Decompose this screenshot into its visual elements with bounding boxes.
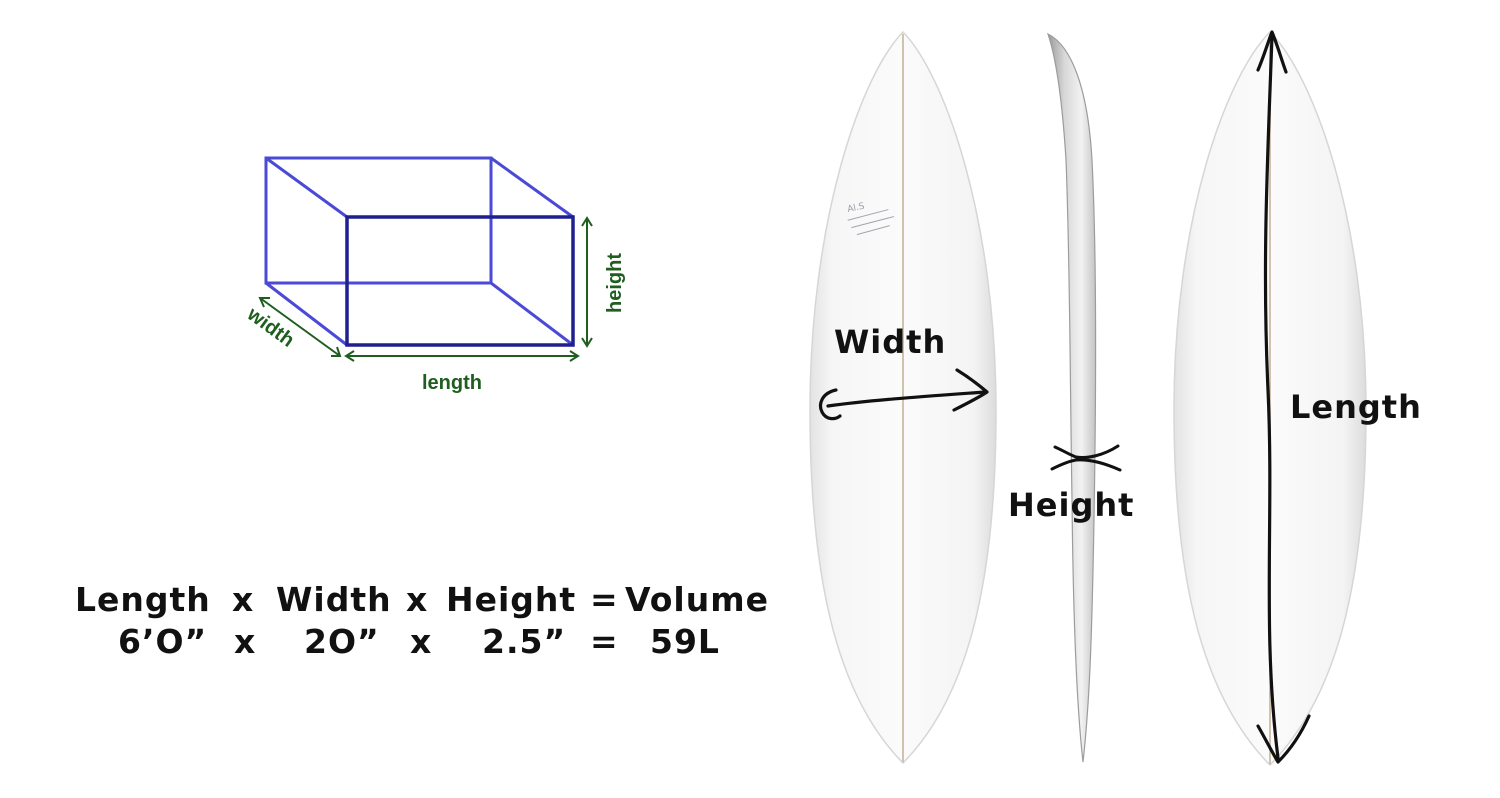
formula-equals: = (590, 580, 619, 619)
board-top-view-length: Length (1173, 30, 1422, 767)
example-height-value: 2.5” (482, 622, 567, 661)
example-volume-value: 59L (650, 622, 720, 661)
example-multiply-2: x (410, 622, 433, 661)
board-width-label: Width (834, 323, 946, 361)
formula-multiply-1: x (232, 580, 255, 619)
formula-term-length: Length (75, 580, 211, 619)
volume-formula: Length x Width x Height = Volume (60, 580, 790, 624)
height-arrow (581, 216, 593, 348)
width-arrow (258, 297, 342, 357)
length-arrow (344, 350, 580, 362)
height-marker-hand (1050, 444, 1122, 472)
board-rail-profile (1046, 32, 1097, 763)
svg-text:Al.S: Al.S (847, 202, 866, 215)
formula-term-width: Width (276, 580, 392, 619)
board-side-view-height: Height (1008, 32, 1134, 763)
formula-term-volume: Volume (625, 580, 769, 619)
formula-multiply-2: x (406, 580, 429, 619)
width-label: width (242, 303, 298, 352)
board-top-view-width: Al.S Width (809, 30, 997, 765)
board-sketch-logo: Al.S (847, 202, 895, 236)
box-front-face (345, 215, 575, 347)
box-back-edges (264, 156, 574, 347)
box-diagram: width height length (242, 156, 626, 394)
length-arrow-hand (1256, 30, 1311, 764)
length-label: length (422, 372, 482, 394)
example-width-value: 2O” (304, 622, 380, 661)
volume-example: 6’O” x 2O” x 2.5” = 59L (60, 622, 790, 666)
example-multiply-1: x (234, 622, 257, 661)
example-equals: = (590, 622, 619, 661)
board-height-label: Height (1008, 486, 1134, 524)
height-label: height (604, 253, 626, 313)
formula-term-height: Height (446, 580, 577, 619)
example-length-value: 6’O” (118, 622, 208, 661)
board-length-label: Length (1290, 388, 1422, 426)
width-arrow-hand (818, 368, 989, 421)
